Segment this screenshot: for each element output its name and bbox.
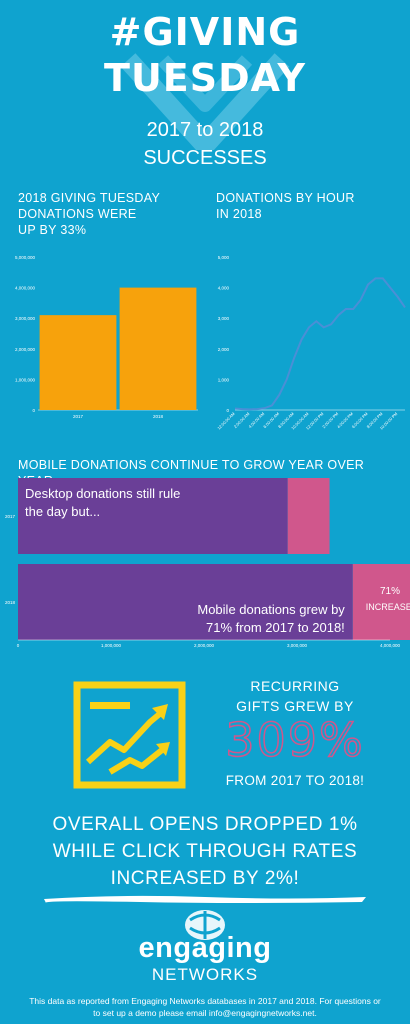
brush-stroke-divider — [44, 895, 366, 903]
y-tick-label: 2018 — [5, 600, 16, 605]
donations-bar-chart: 0 1,000,000 2,000,000 3,000,000 4,000,000 5,0… — [15, 255, 198, 419]
line-chart-heading-line: DONATIONS BY HOUR — [216, 191, 355, 205]
heart-watermark-icon — [120, 53, 290, 150]
title-line-2: TUESDAY — [104, 56, 306, 100]
y-tick-label: 5,000,000 — [15, 255, 36, 260]
bar-2017 — [39, 315, 117, 410]
x-tick-label: 1,000,000 — [101, 643, 122, 648]
y-tick-label: 2,000 — [218, 347, 230, 352]
annotation-2018-line: Mobile donations grew by — [197, 602, 345, 617]
engaging-networks-logo-icon — [185, 910, 225, 940]
footer-line-2: to set up a demo please email info@engag… — [93, 1008, 317, 1018]
x-tick-label: 2,000,000 — [194, 643, 215, 648]
x-tick-label: 4,000,000 — [380, 643, 401, 648]
footer-line-1: This data as reported from Engaging Netw… — [29, 996, 381, 1006]
opens-line-2: WHILE CLICK THROUGH RATES — [52, 841, 358, 862]
logo-word-networks: NETWORKS — [151, 965, 259, 984]
line-chart-heading: DONATIONS BY HOUR IN 2018 — [216, 190, 396, 222]
bar-chart-heading-line: DONATIONS WERE — [18, 207, 137, 221]
y-tick-label: 4,000,000 — [15, 286, 36, 291]
annotation-2017-line: the day but... — [25, 504, 100, 519]
x-tick-label: 2017 — [73, 414, 84, 419]
y-tick-label: 1,000 — [218, 377, 230, 382]
y-tick-label: 4,000 — [218, 286, 230, 291]
bar-chart-heading-line: 2018 GIVING TUESDAY — [18, 191, 161, 205]
bar-chart-heading: 2018 GIVING TUESDAY DONATIONS WERE UP BY… — [18, 190, 198, 238]
title-line-1: #GIVING — [109, 10, 301, 54]
line-chart-heading-line: IN 2018 — [216, 207, 262, 221]
x-tick-label: 3,000,000 — [287, 643, 308, 648]
mobile-bar-2018 — [352, 564, 410, 640]
recurring-line-1: RECURRING — [250, 678, 340, 694]
growth-chart-icon — [73, 681, 186, 789]
y-tick-label: 3,000 — [218, 316, 230, 321]
recurring-percent: 309% — [224, 712, 365, 768]
y-tick-label: 0 — [226, 408, 229, 413]
mobile-increase-label: INCREASE! — [366, 602, 410, 612]
bar-chart-heading-line: UP BY 33% — [18, 223, 87, 237]
annotation-2018-line: 71% from 2017 to 2018! — [206, 620, 345, 635]
desktop-bar-2017 — [18, 478, 288, 554]
x-tick-label: 2018 — [153, 414, 164, 419]
x-tick-label: 0 — [17, 643, 20, 648]
mobile-bar-2017 — [287, 478, 330, 554]
opens-line-3: INCREASED BY 2%! — [110, 868, 300, 889]
y-tick-label: 2017 — [5, 514, 16, 519]
bar-2018 — [119, 287, 197, 410]
x-tick-label: 12:00:00 AM — [216, 411, 235, 430]
recurring-line-3: FROM 2017 TO 2018! — [225, 773, 365, 788]
mobile-increase-label: 71% — [380, 586, 400, 597]
desktop-bar-2018 — [18, 564, 353, 640]
y-tick-label: 0 — [32, 408, 35, 413]
footer-note: This data as reported from Engaging Netw… — [0, 995, 410, 1019]
recurring-text: RECURRING GIFTS GREW BY — [195, 676, 395, 716]
subtitle-line-1: 2017 to 2018 — [146, 119, 264, 141]
annotation-2017-line: Desktop donations still rule — [25, 486, 180, 501]
y-tick-label: 5,000 — [218, 255, 230, 260]
series-line — [234, 277, 406, 411]
logo-word-engaging: engaging — [138, 932, 272, 964]
recurring-line-2: GIFTS GREW BY — [236, 698, 354, 714]
mobile-donations-bar-chart: 2017 2018 0 1,000,000 2,000,000 3,000,000 4,00… — [5, 478, 410, 648]
y-tick-label: 3,000,000 — [15, 316, 36, 321]
y-tick-label: 2,000,000 — [15, 347, 36, 352]
opens-line-1: OVERALL OPENS DROPPED 1% — [52, 814, 358, 835]
subtitle-line-2: SUCCESSES — [143, 147, 267, 169]
y-tick-label: 1,000,000 — [15, 377, 36, 382]
